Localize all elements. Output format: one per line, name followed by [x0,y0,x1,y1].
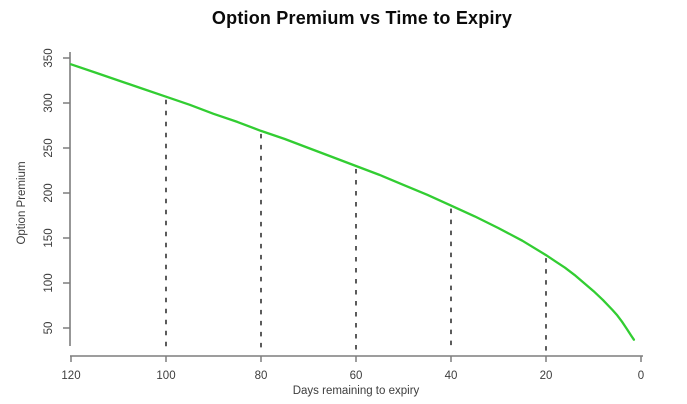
y-tick-label: 350 [43,48,55,67]
y-tick-label: 50 [43,322,55,335]
y-tick-label: 200 [43,183,55,202]
x-tick-label: 40 [445,370,458,382]
x-tick-label: 20 [540,370,553,382]
x-tick-label: 100 [156,370,175,382]
x-tick-label: 120 [61,370,80,382]
option-premium-curve [69,63,636,341]
x-tick-label: 80 [255,370,268,382]
y-tick-label: 250 [43,138,55,157]
x-tick-label: 60 [350,370,363,382]
x-tick-label: 0 [638,370,644,382]
y-tick-label: 100 [43,273,55,292]
y-tick-label: 150 [43,228,55,247]
chart-title: Option Premium vs Time to Expiry [211,8,513,28]
x-axis-label: Days remaining to expiry [292,385,420,397]
y-tick-label: 300 [43,93,55,112]
